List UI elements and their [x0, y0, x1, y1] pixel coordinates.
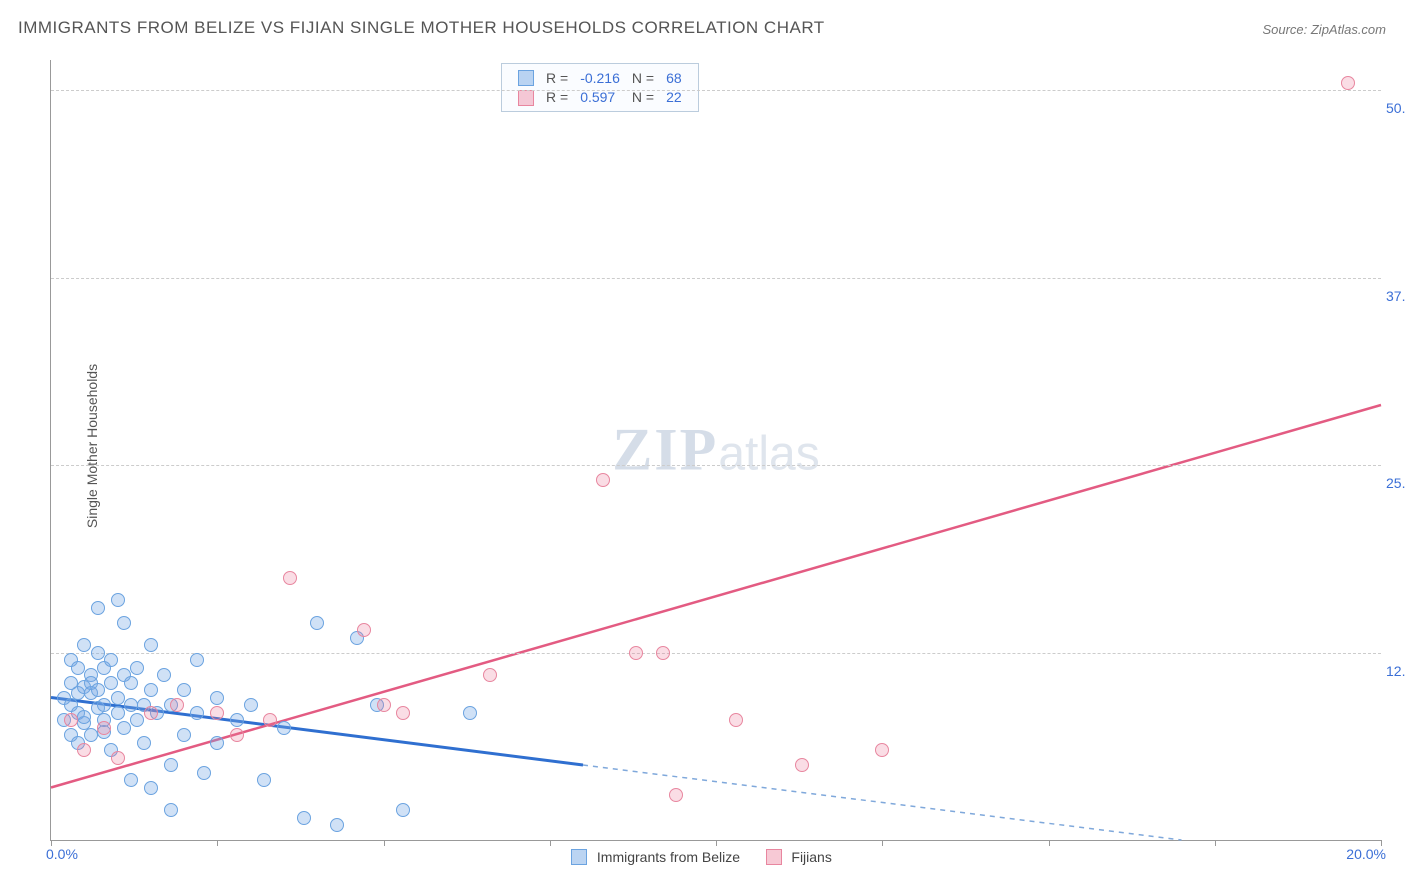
- data-point: [130, 661, 144, 675]
- data-point: [396, 803, 410, 817]
- scatter-plot-area: ZIPatlas R = -0.216 N = 68 R = 0.597 N =…: [50, 60, 1381, 841]
- data-point: [77, 710, 91, 724]
- x-tick-first: 0.0%: [46, 846, 78, 862]
- data-point: [190, 653, 204, 667]
- data-point: [104, 676, 118, 690]
- regression-lines: [51, 60, 1381, 840]
- data-point: [190, 706, 204, 720]
- gridline: [51, 465, 1381, 466]
- data-point: [84, 728, 98, 742]
- regression-line: [51, 405, 1381, 788]
- data-point: [91, 683, 105, 697]
- data-point: [230, 728, 244, 742]
- gridline: [51, 90, 1381, 91]
- data-point: [330, 818, 344, 832]
- data-point: [669, 788, 683, 802]
- gridline: [51, 653, 1381, 654]
- y-tick-label: 25.0%: [1386, 475, 1406, 491]
- data-point: [124, 698, 138, 712]
- data-point: [144, 781, 158, 795]
- data-point: [795, 758, 809, 772]
- data-point: [71, 661, 85, 675]
- data-point: [130, 713, 144, 727]
- data-point: [257, 773, 271, 787]
- x-tick-mark: [716, 840, 717, 846]
- x-tick-mark: [550, 840, 551, 846]
- data-point: [144, 683, 158, 697]
- data-point: [97, 698, 111, 712]
- x-tick-mark: [384, 840, 385, 846]
- data-point: [124, 773, 138, 787]
- data-point: [91, 601, 105, 615]
- data-point: [144, 638, 158, 652]
- y-tick-label: 50.0%: [1386, 100, 1406, 116]
- data-point: [157, 668, 171, 682]
- data-point: [97, 721, 111, 735]
- data-point: [656, 646, 670, 660]
- data-point: [117, 616, 131, 630]
- x-tick-mark: [1049, 840, 1050, 846]
- data-point: [137, 736, 151, 750]
- regression-line: [583, 765, 1182, 840]
- data-point: [377, 698, 391, 712]
- source-name: ZipAtlas.com: [1311, 22, 1386, 37]
- data-point: [64, 713, 78, 727]
- x-tick-mark: [1215, 840, 1216, 846]
- data-point: [177, 728, 191, 742]
- series-label-blue: Immigrants from Belize: [597, 849, 740, 865]
- data-point: [596, 473, 610, 487]
- chart-title: IMMIGRANTS FROM BELIZE VS FIJIAN SINGLE …: [18, 18, 825, 38]
- data-point: [357, 623, 371, 637]
- data-point: [310, 616, 324, 630]
- data-point: [230, 713, 244, 727]
- data-point: [244, 698, 258, 712]
- data-point: [111, 706, 125, 720]
- source-attribution: Source: ZipAtlas.com: [1262, 22, 1386, 37]
- data-point: [104, 653, 118, 667]
- data-point: [77, 638, 91, 652]
- data-point: [875, 743, 889, 757]
- data-point: [283, 571, 297, 585]
- data-point: [483, 668, 497, 682]
- source-label: Source:: [1262, 22, 1310, 37]
- y-tick-label: 37.5%: [1386, 288, 1406, 304]
- data-point: [177, 683, 191, 697]
- x-tick-mark: [51, 840, 52, 846]
- data-point: [263, 713, 277, 727]
- gridline: [51, 278, 1381, 279]
- x-tick-mark: [1381, 840, 1382, 846]
- data-point: [111, 691, 125, 705]
- data-point: [210, 736, 224, 750]
- data-point: [164, 803, 178, 817]
- data-point: [124, 676, 138, 690]
- swatch-blue: [571, 849, 587, 865]
- data-point: [297, 811, 311, 825]
- data-point: [396, 706, 410, 720]
- x-tick-mark: [217, 840, 218, 846]
- data-point: [729, 713, 743, 727]
- data-point: [111, 751, 125, 765]
- data-point: [77, 743, 91, 757]
- data-point: [91, 646, 105, 660]
- data-point: [197, 766, 211, 780]
- x-tick-mark: [882, 840, 883, 846]
- data-point: [1341, 76, 1355, 90]
- data-point: [144, 706, 158, 720]
- data-point: [164, 758, 178, 772]
- data-point: [170, 698, 184, 712]
- data-point: [117, 721, 131, 735]
- data-point: [277, 721, 291, 735]
- x-tick-last: 20.0%: [1346, 846, 1386, 862]
- y-tick-label: 12.5%: [1386, 663, 1406, 679]
- series-legend: Immigrants from Belize Fijians: [571, 848, 838, 865]
- data-point: [463, 706, 477, 720]
- series-label-pink: Fijians: [791, 849, 831, 865]
- data-point: [111, 593, 125, 607]
- data-point: [210, 706, 224, 720]
- data-point: [210, 691, 224, 705]
- swatch-pink: [766, 849, 782, 865]
- data-point: [629, 646, 643, 660]
